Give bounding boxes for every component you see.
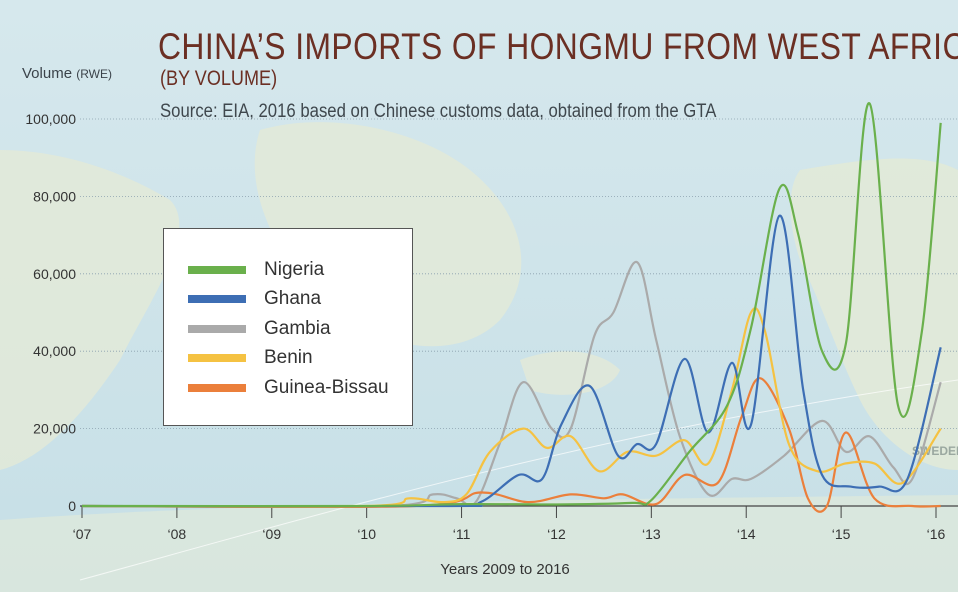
x-tick-label: ‘09 bbox=[262, 526, 281, 542]
landmass-iceland bbox=[520, 351, 620, 395]
y-axis-ticks: 0 20,000 40,000 60,000 80,000 100,000 bbox=[25, 111, 76, 514]
series-line-ghana bbox=[81, 214, 942, 508]
legend-label: Benin bbox=[264, 347, 313, 369]
y-tick-label: 40,000 bbox=[33, 343, 76, 359]
y-tick-label: 100,000 bbox=[25, 111, 76, 127]
legend: Nigeria Ghana Gambia Benin Guinea-Bissau bbox=[163, 228, 413, 426]
legend-item-nigeria: Nigeria bbox=[188, 255, 412, 285]
legend-item-guinea-bissau: Guinea-Bissau bbox=[188, 373, 412, 403]
x-axis-title: Years 2009 to 2016 bbox=[440, 561, 570, 578]
landmass-scandinavia bbox=[790, 158, 958, 470]
y-tick-label: 0 bbox=[68, 498, 76, 514]
legend-label: Guinea-Bissau bbox=[264, 376, 389, 398]
chart-subtitle: (BY VOLUME) bbox=[160, 67, 278, 90]
series-line-guinea-bissau bbox=[81, 377, 941, 513]
x-tick-label: ‘07 bbox=[73, 526, 92, 542]
y-axis-title-unit: (RWE) bbox=[76, 67, 112, 81]
legend-item-ghana: Ghana bbox=[188, 285, 412, 315]
x-tick-label: ‘08 bbox=[168, 526, 187, 542]
legend-swatch bbox=[188, 383, 246, 392]
y-axis-title: Volume (RWE) bbox=[22, 65, 112, 82]
legend-label: Nigeria bbox=[264, 258, 325, 280]
series-line-gambia bbox=[81, 261, 942, 508]
legend-swatch bbox=[188, 265, 246, 274]
y-tick-label: 80,000 bbox=[33, 188, 76, 204]
series-line-benin bbox=[81, 307, 942, 508]
legend-swatch bbox=[188, 354, 246, 363]
series-lines bbox=[81, 102, 942, 513]
x-tick-label: ‘10 bbox=[357, 526, 376, 542]
legend-item-benin: Benin bbox=[188, 344, 412, 374]
legend-item-gambia: Gambia bbox=[188, 314, 412, 344]
chart-title: CHINA’S IMPORTS OF HONGMU FROM WEST AFRI… bbox=[158, 26, 958, 67]
landmass-bottom bbox=[0, 495, 958, 592]
y-axis-title-main: Volume bbox=[22, 65, 73, 82]
chart-source: Source: EIA, 2016 based on Chinese custo… bbox=[160, 101, 717, 122]
series-line-nigeria bbox=[81, 102, 942, 508]
y-tick-label: 20,000 bbox=[33, 421, 76, 437]
x-tick-label: ‘16 bbox=[927, 526, 946, 542]
legend-label: Ghana bbox=[264, 288, 322, 310]
x-axis-ticks: ‘07 ‘08 ‘09 ‘10 ‘11 ‘12 ‘13 ‘14 ‘15 ‘16 bbox=[73, 506, 946, 542]
x-tick-label: ‘15 bbox=[832, 526, 851, 542]
legend-label: Gambia bbox=[264, 317, 331, 339]
x-tick-label: ‘11 bbox=[453, 526, 471, 542]
x-tick-label: ‘12 bbox=[547, 526, 566, 542]
legend-swatch bbox=[188, 295, 246, 304]
x-tick-label: ‘13 bbox=[642, 526, 661, 542]
legend-swatch bbox=[188, 324, 246, 333]
x-tick-label: ‘14 bbox=[737, 526, 756, 542]
landmass-left bbox=[0, 150, 180, 470]
y-tick-label: 60,000 bbox=[33, 266, 76, 282]
